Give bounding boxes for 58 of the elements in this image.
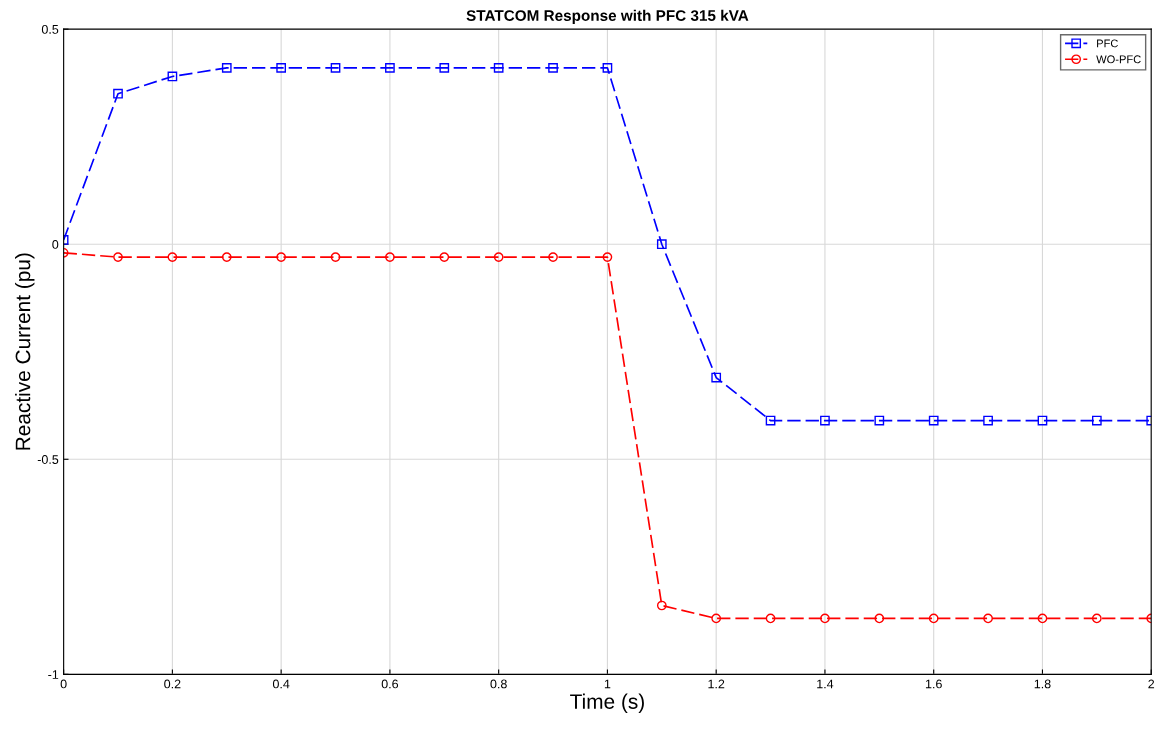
point (983, 613, 993, 624)
y-tick-label: 0 (52, 240, 59, 249)
point (548, 63, 558, 73)
point (765, 415, 776, 426)
point (330, 252, 341, 262)
point (330, 63, 341, 73)
chart-title: STATCOM Response with PFC 315 kVA (466, 9, 749, 24)
point (656, 600, 667, 611)
point (820, 415, 830, 426)
point (928, 415, 939, 426)
point (874, 613, 885, 624)
point (167, 252, 178, 262)
legend-label: WO-PFC (1096, 55, 1141, 64)
x-tick-label: 0.6 (381, 679, 399, 689)
x-tick-label: 0.8 (490, 679, 507, 689)
legend-label: PFC (1097, 39, 1118, 48)
point (113, 88, 123, 99)
x-tick-label: 2 (1148, 679, 1155, 689)
point (656, 239, 667, 250)
x-tick-label: 1.6 (925, 679, 942, 689)
point (439, 252, 450, 262)
point (493, 63, 504, 73)
x-tick-label: 1 (604, 679, 611, 689)
point (1037, 613, 1048, 624)
point (493, 252, 504, 262)
x-tick-label: 0.2 (164, 679, 181, 689)
x-tick-label: 0.4 (272, 679, 290, 689)
point (276, 252, 287, 262)
point (113, 252, 123, 262)
point (385, 63, 395, 73)
x-tick-label: 1.8 (1034, 679, 1051, 689)
point (221, 252, 232, 262)
point (167, 71, 178, 82)
point (439, 63, 450, 73)
x-tick-label: 1.2 (708, 679, 725, 689)
point (928, 613, 939, 624)
point (711, 613, 722, 624)
point (548, 252, 558, 262)
point (711, 372, 722, 383)
point (1091, 613, 1102, 624)
point (874, 415, 885, 426)
y-axis-title: Reactive Current (pu) (15, 253, 35, 450)
x-axis-title: Time (s) (570, 693, 644, 714)
point (221, 63, 232, 73)
point (765, 613, 776, 624)
point (983, 415, 993, 426)
y-tick-label: 0.5 (41, 24, 59, 34)
point (602, 63, 613, 73)
y-tick-label: -1 (48, 670, 59, 679)
point (602, 252, 613, 262)
x-tick-label: 1.4 (817, 679, 834, 689)
point (385, 252, 395, 262)
point (1091, 415, 1102, 426)
y-tick-label: -0.5 (37, 455, 59, 464)
point (1037, 415, 1048, 426)
x-tick-label: 0 (60, 679, 67, 689)
point (820, 613, 830, 624)
point (276, 63, 287, 73)
